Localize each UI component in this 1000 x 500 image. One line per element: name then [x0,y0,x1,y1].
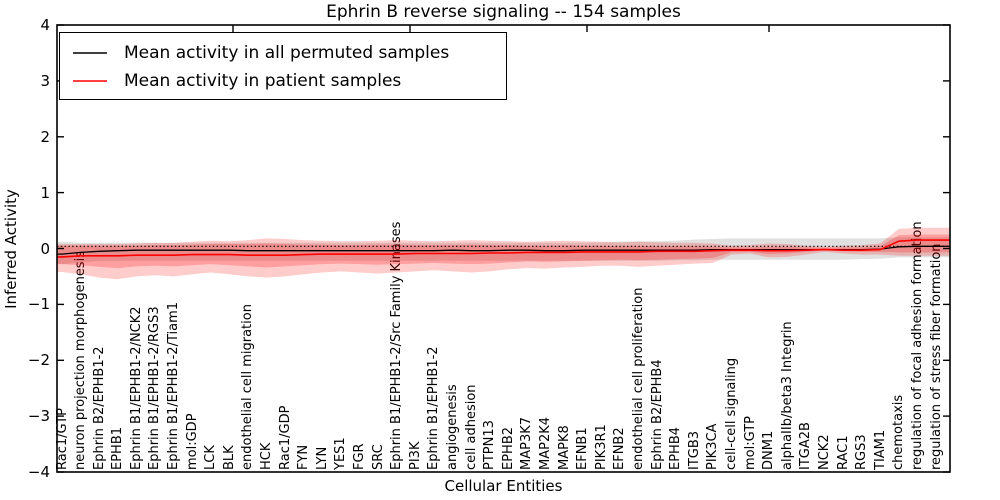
x-category-label: PIK3R1 [593,424,609,470]
x-category-label: PI3K [407,441,423,470]
permuted-sample-range-band [57,237,950,265]
x-category-label: NCK2 [816,434,832,470]
x-category-label: RAC1 [835,435,851,470]
x-category-label: mol:GTP [742,416,758,470]
x-category-label: ITGA2B [798,422,814,470]
patient-mean-line [57,239,950,258]
y-tick-label: 1 [40,183,50,202]
x-category-label: MAP3K7 [519,416,535,470]
x-category-label: LCK [203,445,219,470]
x-category-label: Ephrin B1/EPHB1-2/Tiam1 [166,301,182,470]
x-category-label: HCK [259,442,275,470]
y-tick-label: 2 [40,127,50,146]
x-category-label: SRC [370,444,386,470]
x-category-label: regulation of focal adhesion formation [909,221,925,470]
x-category-label: Rac1/GDP [277,405,293,470]
x-category-label: EFNB1 [575,427,591,470]
x-category-label: TIAM1 [872,429,888,470]
x-axis-label: Cellular Entities [444,477,563,495]
x-category-label: regulation of stress fiber formation [928,243,944,470]
y-tick-label: −1 [27,295,50,314]
x-category-label: Ephrin B1/EPHB1-2/RGS3 [147,306,163,470]
legend-label-patient: Mean activity in patient samples [124,71,402,91]
x-category-label: PIK3CA [705,423,721,470]
x-category-label: FGR [352,443,368,470]
x-category-label: LYN [314,446,330,470]
x-category-label: EPHB2 [500,426,516,470]
patient-mean-line-icon [73,80,107,82]
x-category-label: cell-cell signaling [723,357,739,470]
chart-title: Ephrin B reverse signaling -- 154 sample… [326,2,681,22]
patient-sample-range-outer-band [57,227,950,280]
y-tick-label: −2 [27,351,50,370]
y-tick-label: 3 [40,71,50,90]
x-category-label: EPHB1 [110,426,126,470]
x-category-label: PTPN13 [482,420,498,470]
x-category-label: EFNB2 [612,427,628,470]
x-category-label: MAPK8 [556,425,572,470]
legend-entry-permuted: Mean activity in all permuted samples [72,39,506,67]
y-tick-label: −4 [27,463,50,481]
x-category-label: cell adhesion [463,384,479,470]
x-category-label: Ephrin B1/EPHB1-2 [426,346,442,470]
x-category-label: DNM1 [761,430,777,470]
x-category-label: RGS3 [854,434,870,470]
x-category-label: Ephrin B2/EPHB4 [649,359,665,470]
permuted-mean-line-icon [73,52,107,54]
x-category-label: alphaIIb/beta3 Integrin [779,321,795,470]
x-category-label: endothelial cell proliferation [630,287,646,471]
x-category-label: Ephrin B1/EPHB1-2/NCK2 [128,306,144,470]
permuted-mean-line [57,245,950,255]
legend-entry-patient: Mean activity in patient samples [72,67,506,95]
y-tick-label: 4 [40,16,50,34]
x-category-label: FYN [296,444,312,470]
x-category-label: EPHB4 [668,426,684,470]
patient-sample-range-inner-band [57,234,950,269]
x-category-label: ITGB3 [686,430,702,470]
x-category-label: neuron projection morphogenesis [73,251,89,470]
legend-label-permuted: Mean activity in all permuted samples [124,43,450,63]
x-category-label: chemotaxis [891,394,907,470]
x-category-label: angiogenesis [445,384,460,470]
x-category-label: BLK [221,445,237,470]
x-category-label: Rac1/GTP [54,408,70,470]
x-category-label: mol:GDP [184,413,200,470]
y-tick-label: 0 [40,239,50,258]
y-tick-label: −3 [27,407,50,426]
x-category-label: YES1 [333,437,349,470]
legend: Mean activity in all permuted samples Me… [59,32,507,100]
x-category-label: endothelial cell migration [240,304,256,470]
x-category-label: Ephrin B1/EPHB1-2/Src Family Kinases [389,221,405,470]
x-category-label: Ephrin B2/EPHB1-2 [91,346,107,470]
x-category-label: MAP2K4 [537,416,553,470]
